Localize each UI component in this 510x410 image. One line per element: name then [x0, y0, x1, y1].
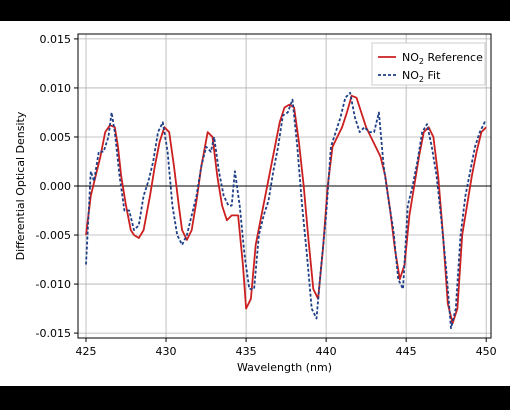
series-layer — [85, 91, 487, 330]
x-tick-label: 435 — [236, 345, 257, 358]
legend-label-no2-fit: NO2 Fit — [402, 69, 441, 84]
x-axis-ticks: 425 430 435 440 445 450 — [76, 338, 497, 358]
y-tick-label: -0.005 — [36, 229, 71, 242]
legend-box — [371, 42, 486, 86]
y-tick-label: 0.010 — [40, 82, 72, 95]
series-line-no2-fit — [85, 91, 487, 330]
y-tick-label: 0.005 — [40, 131, 72, 144]
x-tick-label: 425 — [76, 345, 97, 358]
x-axis-label: Wavelength (nm) — [237, 361, 332, 374]
y-axis-ticks: -0.015 -0.010 -0.005 0.000 0.005 0.010 0.015 — [36, 33, 78, 340]
y-tick-label: 0.015 — [40, 33, 72, 46]
y-tick-label: -0.010 — [36, 278, 71, 291]
series-line-no2-reference — [85, 94, 487, 325]
x-tick-label: 430 — [156, 345, 177, 358]
x-tick-label: 440 — [316, 345, 337, 358]
y-tick-label: -0.015 — [36, 327, 71, 340]
legend-label-no2-reference: NO2 Reference — [402, 51, 483, 66]
x-tick-label: 445 — [396, 345, 417, 358]
y-tick-label: 0.000 — [40, 180, 72, 193]
x-tick-label: 450 — [476, 345, 497, 358]
y-axis-label: Differential Optical Density — [14, 111, 27, 260]
legend: NO2 Reference NO2 Fit — [371, 42, 486, 86]
